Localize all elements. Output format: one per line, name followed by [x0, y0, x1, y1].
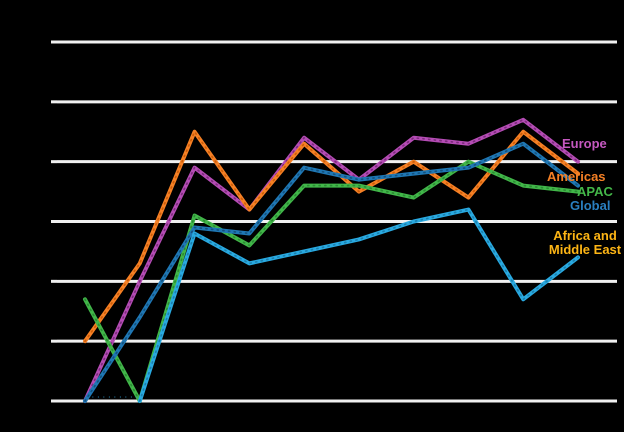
series-label-americas: Americas	[547, 169, 606, 184]
series-label-africa-middle-east: Africa and Middle East	[548, 228, 622, 257]
series-label-global: Global	[570, 198, 611, 213]
series-label-apac: APAC	[577, 184, 613, 199]
series-label-europe: Europe	[562, 136, 607, 151]
series-line-dots-europe	[84, 118, 579, 402]
baseline-annotation: ··········	[92, 395, 147, 401]
series-line-dots-apac	[84, 160, 579, 402]
series-line-global	[83, 141, 581, 403]
series-line-dots-americas	[84, 130, 579, 342]
series-line-dots-global	[84, 142, 579, 402]
series-line-africa-and-middle-east	[137, 207, 581, 403]
